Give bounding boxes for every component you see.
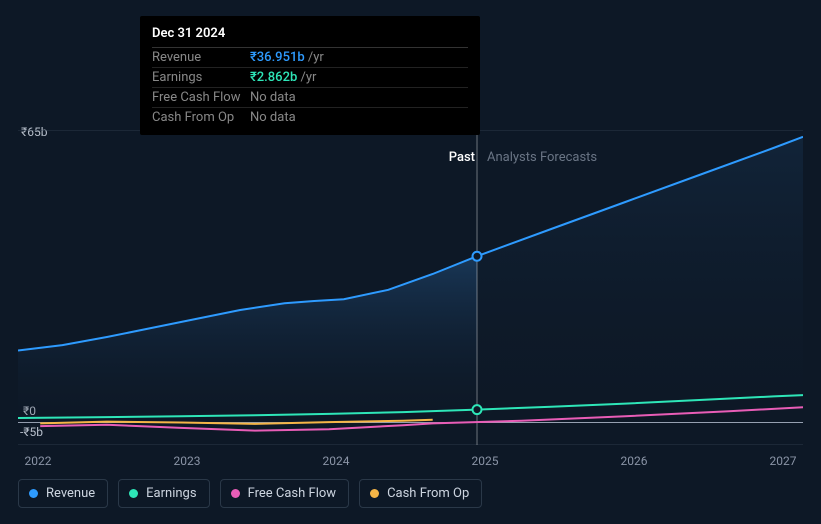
legend-dot-icon — [29, 489, 38, 498]
tooltip-row: Revenue₹36.951b /yr — [152, 48, 468, 68]
tooltip-row: Free Cash FlowNo data — [152, 88, 468, 108]
chart-legend: Revenue Earnings Free Cash Flow Cash From O… — [18, 479, 482, 508]
tooltip-row: Cash From OpNo data — [152, 108, 468, 127]
legend-label: Revenue — [46, 486, 95, 501]
tooltip-row-value: No data — [250, 90, 296, 105]
x-tick-label: 2027 — [763, 454, 803, 468]
tooltip-row-value: No data — [250, 110, 296, 125]
legend-item[interactable]: Cash From Op — [359, 479, 482, 508]
x-tick-label: 2024 — [316, 454, 356, 468]
legend-label: Cash From Op — [387, 486, 469, 501]
x-tick-label: 2023 — [167, 454, 207, 468]
tooltip-row-label: Free Cash Flow — [152, 90, 250, 105]
tooltip-row: Earnings₹2.862b /yr — [152, 68, 468, 88]
x-tick-label: 2022 — [18, 454, 58, 468]
legend-item[interactable]: Revenue — [18, 479, 108, 508]
x-axis: 2022 2023 2024 2025 2026 2027 — [18, 454, 803, 468]
earnings-revenue-chart: Dec 31 2024 Revenue₹36.951b /yrEarnings₹… — [0, 0, 821, 524]
legend-label: Earnings — [146, 486, 196, 501]
x-tick-label: 2026 — [614, 454, 654, 468]
tooltip-row-label: Earnings — [152, 70, 250, 85]
legend-dot-icon — [231, 489, 240, 498]
tooltip-date: Dec 31 2024 — [152, 24, 468, 48]
legend-label: Free Cash Flow — [248, 486, 336, 501]
tooltip-row-value: ₹2.862b /yr — [250, 70, 316, 85]
legend-item[interactable]: Earnings — [118, 479, 209, 508]
tooltip-row-label: Revenue — [152, 50, 250, 65]
legend-dot-icon — [370, 489, 379, 498]
tooltip-row-value: ₹36.951b /yr — [250, 50, 324, 65]
tooltip-row-label: Cash From Op — [152, 110, 250, 125]
chart-tooltip: Dec 31 2024 Revenue₹36.951b /yrEarnings₹… — [140, 16, 480, 135]
legend-dot-icon — [129, 489, 138, 498]
chart-plot[interactable] — [18, 130, 803, 445]
x-tick-label: 2025 — [465, 454, 505, 468]
legend-item[interactable]: Free Cash Flow — [220, 479, 349, 508]
